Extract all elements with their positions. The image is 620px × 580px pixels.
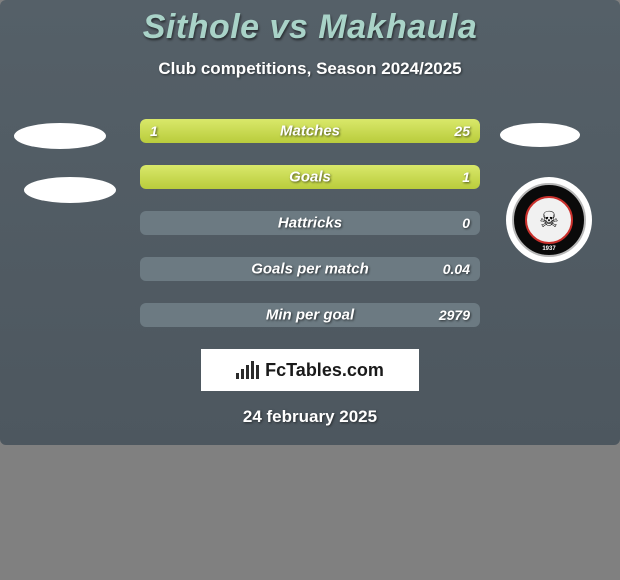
page-title: Sithole vs Makhaula	[0, 8, 620, 47]
bar-value-right: 2979	[439, 307, 470, 323]
bar-label: Min per goal	[266, 307, 354, 324]
bars-area: Matches 1 25 Goals 1 Hattricks 0 Goals per matc…	[140, 119, 480, 327]
bar-label: Goals per match	[251, 261, 369, 278]
subtitle: Club competitions, Season 2024/2025	[0, 59, 620, 79]
branding-badge[interactable]: FcTables.com	[201, 349, 419, 391]
bar-value-right: 1	[462, 169, 470, 185]
date-text: 24 february 2025	[0, 407, 620, 427]
bar-value-left: 1	[150, 123, 158, 139]
comparison-card: Sithole vs Makhaula Club competitions, S…	[0, 0, 620, 445]
team-crest: ☠ 1937	[506, 177, 592, 263]
bar-label: Goals	[289, 169, 331, 186]
bar-value-right: 25	[454, 123, 470, 139]
player2-badge-1	[500, 123, 580, 147]
stat-bar: Hattricks 0	[140, 211, 480, 235]
crest-core: ☠	[525, 196, 573, 244]
bar-value-right: 0	[462, 215, 470, 231]
player1-badge-2	[24, 177, 116, 203]
stat-bar: Matches 1 25	[140, 119, 480, 143]
bar-chart-icon	[236, 361, 259, 379]
player1-badge-1	[14, 123, 106, 149]
bar-label: Hattricks	[278, 215, 342, 232]
stat-bar: Goals 1	[140, 165, 480, 189]
stat-bar: Goals per match 0.04	[140, 257, 480, 281]
crest-inner: ☠ 1937	[512, 183, 586, 257]
skull-icon: ☠	[539, 209, 559, 231]
branding-text: FcTables.com	[265, 360, 384, 381]
bar-label: Matches	[280, 123, 340, 140]
bar-value-right: 0.04	[443, 261, 470, 277]
stat-bar: Min per goal 2979	[140, 303, 480, 327]
crest-year: 1937	[542, 246, 555, 252]
